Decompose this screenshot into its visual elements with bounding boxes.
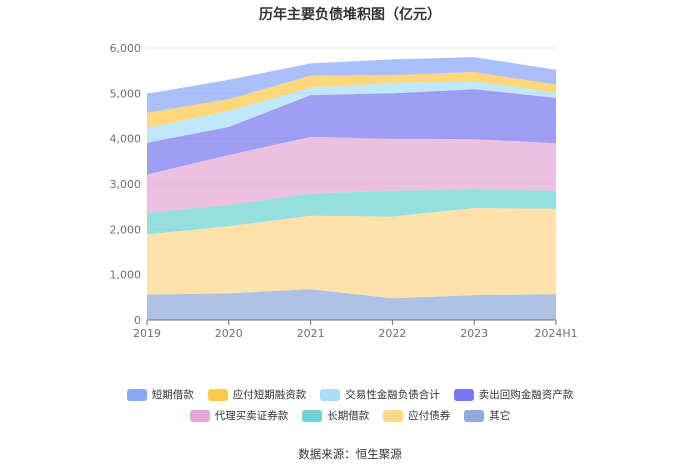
y-tick-label: 1,000	[110, 269, 142, 282]
area-应付债券	[147, 208, 556, 299]
legend-label: 长期借款	[327, 410, 370, 422]
y-tick-label: 3,000	[110, 178, 142, 191]
x-tick-label: 2021	[297, 327, 325, 340]
legend-label: 应付短期融资款	[232, 389, 307, 401]
legend-label: 其它	[489, 410, 511, 422]
x-tick-label: 2019	[133, 327, 161, 340]
legend-item[interactable]: 其它	[464, 408, 510, 423]
legend-item[interactable]: 短期借款	[126, 387, 194, 402]
x-tick-label: 2022	[378, 327, 406, 340]
legend-swatch	[383, 409, 404, 422]
legend-label: 代理买卖证券款	[214, 410, 289, 422]
area-应付短期融资款	[147, 72, 556, 128]
area-其它	[147, 289, 556, 320]
legend-swatch	[464, 409, 485, 422]
y-tick-label: 4,000	[110, 133, 142, 146]
legend-swatch	[453, 388, 474, 401]
area-series	[147, 57, 556, 320]
area-代理买卖证券款	[147, 136, 556, 214]
legend-swatch	[207, 388, 228, 401]
legend-label: 短期借款	[151, 389, 194, 401]
chart-title: 历年主要负债堆积图（亿元）	[259, 6, 441, 23]
data-source-note: 数据来源：恒生聚源	[298, 447, 402, 461]
legend-label: 卖出回购金融资产款	[478, 389, 574, 401]
area-交易性金融负债合计	[147, 81, 556, 143]
legend-item[interactable]: 代理买卖证券款	[189, 408, 289, 423]
stacked-area-chart: 历年主要负债堆积图（亿元） 0 1,000 2,000 3,000 4,000 5,000…	[110, 6, 578, 340]
legend-item[interactable]: 卖出回购金融资产款	[453, 387, 574, 402]
axes: 0 1,000 2,000 3,000 4,000 5,000 6,000 2019 2020 2…	[110, 42, 578, 340]
legend-item[interactable]: 长期借款	[302, 408, 369, 423]
area-卖出回购金融资产款	[147, 89, 556, 175]
y-tick-label: 6,000	[110, 42, 142, 55]
x-tick-label: 2023	[460, 327, 488, 340]
y-tick-label: 2,000	[110, 223, 142, 236]
legend-item[interactable]: 交易性金融负债合计	[320, 387, 440, 402]
area-长期借款	[147, 188, 556, 235]
legend-item[interactable]: 应付债券	[383, 408, 450, 423]
legend-row: 短期借款 应付短期融资款 交易性金融负债合计 卖出回购金融资产款	[126, 387, 574, 402]
y-tick-label: 0	[134, 314, 141, 327]
legend-swatch	[320, 388, 341, 401]
legend-label: 交易性金融负债合计	[345, 389, 440, 401]
legend-swatch	[126, 388, 147, 401]
legend-row: 代理买卖证券款 长期借款 应付债券 其它	[189, 408, 510, 423]
legend-swatch	[302, 409, 323, 422]
area-短期借款	[147, 57, 556, 113]
legend-item[interactable]: 应付短期融资款	[207, 387, 307, 402]
legend-swatch	[189, 409, 210, 422]
legend: 短期借款 应付短期融资款 交易性金融负债合计 卖出回购金融资产款 代理买卖证券款 长期借…	[0, 387, 700, 423]
x-tick-label: 2024H1	[534, 327, 577, 340]
x-tick-label: 2020	[215, 327, 243, 340]
y-tick-label: 5,000	[110, 87, 142, 100]
legend-label: 应付债券	[408, 410, 451, 422]
